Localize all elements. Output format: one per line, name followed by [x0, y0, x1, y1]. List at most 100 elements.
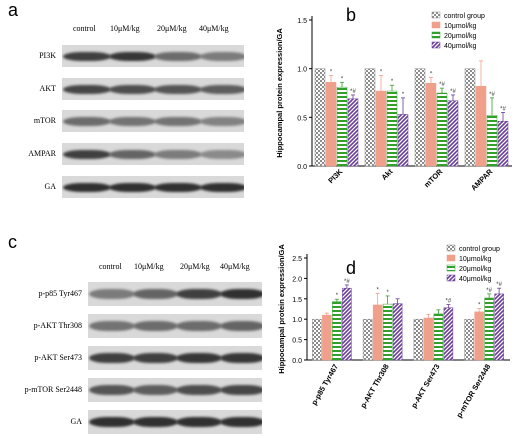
legend-label: 20μmol/kg [459, 266, 492, 273]
blot-band [89, 321, 135, 332]
blot-band [154, 51, 202, 61]
blot-band [176, 353, 222, 364]
bar [494, 293, 504, 361]
legend-label: control group [444, 13, 485, 20]
blot-strip [88, 378, 262, 402]
category-label: p-AKT Ser473 [409, 363, 441, 410]
blot-band [199, 116, 244, 126]
bar [362, 318, 373, 361]
y-tick-label: 0.5 [292, 338, 302, 345]
blot-row-label: p-AKT Thr308 [33, 321, 82, 330]
category-label: p-AKT Thr308 [358, 363, 390, 410]
bar [382, 303, 393, 361]
blot-band [89, 289, 135, 300]
significance-mark: *# [439, 82, 445, 88]
western-blot-panel-c: control 10μM/kg 20μM/kg 40μM/kg p-p85 Tyr467… [0, 230, 262, 437]
blot-band [176, 321, 222, 332]
y-tick-label: 1.5 [292, 297, 302, 304]
bar [347, 98, 359, 167]
legend-swatch [431, 41, 441, 49]
category-label: PI3K [326, 167, 345, 186]
significance-mark: *# [496, 282, 502, 288]
y-tick-label: 1.0 [297, 67, 307, 74]
bar [425, 83, 437, 167]
significance-mark: * [376, 287, 379, 293]
bar [325, 82, 337, 167]
blot-strip [88, 282, 262, 306]
y-tick-label: 0.0 [292, 358, 302, 365]
bar [484, 297, 494, 361]
blot-band [154, 182, 202, 192]
bar [436, 92, 448, 167]
blot-row-label: AMPAR [28, 149, 56, 158]
blot-band [132, 353, 178, 364]
blot-band [89, 353, 135, 364]
blot-band [219, 417, 262, 428]
significance-mark: * [336, 293, 339, 299]
blot-band [89, 385, 135, 396]
bar [475, 85, 487, 167]
blot-band [132, 321, 178, 332]
y-tick-label: 1.0 [292, 317, 302, 324]
significance-mark: * [380, 69, 383, 75]
blot-band [199, 51, 244, 61]
blot-band [132, 417, 178, 428]
western-blot-panel-a: control 10μM/kg 20μM/kg 40μM/kg PI3K AKT mTOR A… [0, 0, 260, 215]
blot-band [176, 417, 222, 428]
bar [314, 68, 326, 167]
blot-band [108, 116, 156, 126]
y-tick-label: 2.0 [292, 276, 302, 283]
panel-letter: b [346, 5, 356, 25]
blot-row-label: PI3K [39, 51, 56, 60]
legend-label: 20μmol/kg [444, 33, 477, 40]
blot-strip [88, 314, 262, 338]
legend-label: control group [459, 246, 500, 253]
y-axis-label: Hippocampal protein expression/GA [277, 244, 286, 374]
blot-band [219, 289, 262, 300]
significance-mark: *# [450, 89, 456, 95]
blot-band [89, 417, 135, 428]
category-label: mTOR [422, 167, 445, 190]
blot-strip [62, 110, 244, 132]
blot-band [154, 149, 202, 159]
bar [397, 114, 409, 167]
significance-mark: * [386, 290, 389, 296]
blot-strip [62, 143, 244, 165]
significance-mark: *# [486, 288, 492, 294]
significance-mark: * [330, 69, 333, 75]
blot-row-label: GA [70, 417, 82, 426]
bar [423, 317, 434, 361]
legend-label: 40μmol/kg [444, 43, 477, 50]
blot-row-label: AKT [39, 84, 56, 93]
y-axis-label: Hippocampal protein expression/GA [275, 28, 284, 158]
blot-band [108, 51, 156, 61]
blot-band [108, 84, 156, 94]
blot-row-label: p-mTOR Ser2448 [24, 385, 82, 394]
blot-band [154, 116, 202, 126]
panel-letter-c: c [8, 232, 17, 252]
blot-band [63, 149, 111, 159]
bar [497, 120, 509, 167]
y-tick-label: 0.0 [297, 164, 307, 171]
bar [486, 115, 498, 167]
bar [414, 68, 426, 167]
significance-mark: *# [446, 299, 452, 305]
significance-mark: *# [489, 92, 495, 98]
y-tick-label: 1.5 [297, 18, 307, 25]
blot-band [176, 385, 222, 396]
significance-mark: *# [344, 279, 350, 285]
blot-strip [62, 78, 244, 100]
blot-band [63, 51, 111, 61]
blot-column-header: 10μM/kg [110, 24, 140, 33]
blot-band [199, 182, 244, 192]
blot-band [199, 84, 244, 94]
blot-band [108, 149, 156, 159]
bar [392, 303, 403, 361]
blot-strip [62, 45, 244, 67]
blot-band [176, 289, 222, 300]
panel-letter-a: a [8, 0, 19, 20]
blot-row-label: GA [44, 182, 56, 191]
significance-mark: *# [500, 106, 506, 112]
bar-chart-d: d 0.0 0.5 1.0 1.5 2.0 2.5 Hippocampal protein e… [277, 244, 510, 419]
bar [322, 314, 332, 361]
